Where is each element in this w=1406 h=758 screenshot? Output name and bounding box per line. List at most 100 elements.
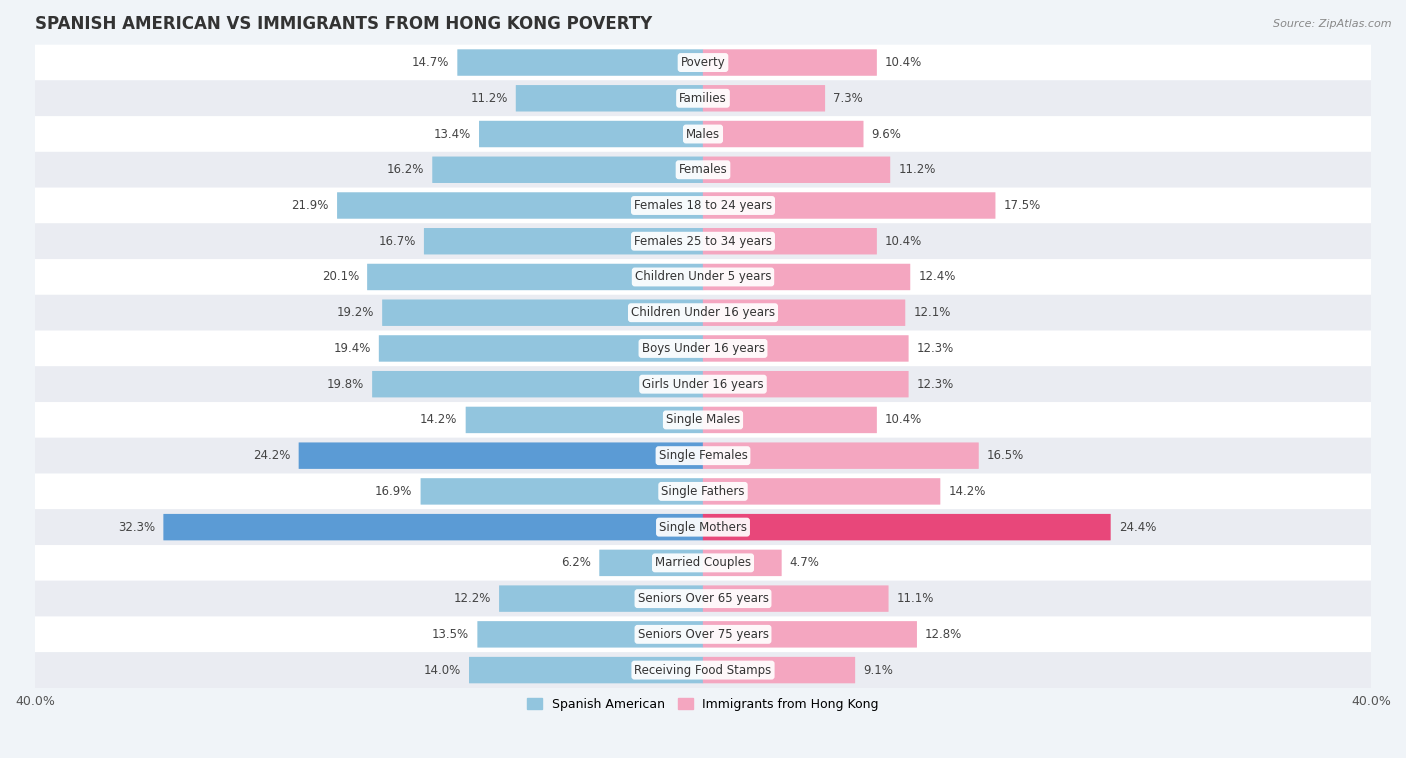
FancyBboxPatch shape [35,581,1371,616]
FancyBboxPatch shape [470,657,703,683]
Text: 16.5%: 16.5% [987,449,1024,462]
FancyBboxPatch shape [516,85,703,111]
FancyBboxPatch shape [703,193,995,219]
Text: 14.0%: 14.0% [423,663,461,677]
FancyBboxPatch shape [703,157,890,183]
Text: 11.1%: 11.1% [897,592,934,605]
Text: Males: Males [686,127,720,140]
Text: Source: ZipAtlas.com: Source: ZipAtlas.com [1274,19,1392,29]
FancyBboxPatch shape [703,478,941,505]
FancyBboxPatch shape [35,402,1371,438]
Legend: Spanish American, Immigrants from Hong Kong: Spanish American, Immigrants from Hong K… [522,693,884,716]
FancyBboxPatch shape [35,224,1371,259]
FancyBboxPatch shape [373,371,703,397]
FancyBboxPatch shape [35,545,1371,581]
Text: 19.4%: 19.4% [333,342,371,355]
FancyBboxPatch shape [478,621,703,647]
FancyBboxPatch shape [35,152,1371,188]
Text: 11.2%: 11.2% [898,163,936,177]
FancyBboxPatch shape [465,407,703,433]
FancyBboxPatch shape [378,335,703,362]
Text: Females 25 to 34 years: Females 25 to 34 years [634,235,772,248]
FancyBboxPatch shape [35,616,1371,652]
FancyBboxPatch shape [499,585,703,612]
Text: 12.3%: 12.3% [917,342,955,355]
FancyBboxPatch shape [457,49,703,76]
FancyBboxPatch shape [35,438,1371,474]
Text: 17.5%: 17.5% [1004,199,1040,212]
FancyBboxPatch shape [337,193,703,219]
FancyBboxPatch shape [703,85,825,111]
FancyBboxPatch shape [703,407,877,433]
Text: 12.2%: 12.2% [454,592,491,605]
Text: 10.4%: 10.4% [884,235,922,248]
Text: 7.3%: 7.3% [834,92,863,105]
Text: 10.4%: 10.4% [884,413,922,427]
Text: 9.1%: 9.1% [863,663,893,677]
Text: 14.7%: 14.7% [412,56,449,69]
Text: 9.6%: 9.6% [872,127,901,140]
Text: Girls Under 16 years: Girls Under 16 years [643,377,763,390]
Text: 10.4%: 10.4% [884,56,922,69]
Text: 14.2%: 14.2% [420,413,457,427]
Text: 13.5%: 13.5% [432,628,470,641]
Text: Females: Females [679,163,727,177]
FancyBboxPatch shape [298,443,703,469]
Text: Single Mothers: Single Mothers [659,521,747,534]
Text: 19.2%: 19.2% [336,306,374,319]
Text: Seniors Over 75 years: Seniors Over 75 years [637,628,769,641]
FancyBboxPatch shape [703,335,908,362]
FancyBboxPatch shape [599,550,703,576]
Text: 12.4%: 12.4% [918,271,956,283]
FancyBboxPatch shape [703,121,863,147]
FancyBboxPatch shape [35,188,1371,224]
Text: 16.9%: 16.9% [375,485,412,498]
Text: 6.2%: 6.2% [561,556,591,569]
Text: 24.4%: 24.4% [1119,521,1156,534]
FancyBboxPatch shape [703,657,855,683]
FancyBboxPatch shape [35,45,1371,80]
FancyBboxPatch shape [35,80,1371,116]
FancyBboxPatch shape [367,264,703,290]
FancyBboxPatch shape [163,514,703,540]
FancyBboxPatch shape [703,514,1111,540]
Text: 11.2%: 11.2% [470,92,508,105]
FancyBboxPatch shape [703,371,908,397]
Text: 16.2%: 16.2% [387,163,425,177]
FancyBboxPatch shape [35,259,1371,295]
FancyBboxPatch shape [35,116,1371,152]
Text: 12.1%: 12.1% [914,306,950,319]
FancyBboxPatch shape [35,330,1371,366]
FancyBboxPatch shape [425,228,703,255]
FancyBboxPatch shape [703,299,905,326]
FancyBboxPatch shape [35,366,1371,402]
Text: Females 18 to 24 years: Females 18 to 24 years [634,199,772,212]
FancyBboxPatch shape [432,157,703,183]
FancyBboxPatch shape [35,474,1371,509]
Text: 13.4%: 13.4% [433,127,471,140]
Text: 32.3%: 32.3% [118,521,155,534]
Text: 19.8%: 19.8% [326,377,364,390]
Text: Single Fathers: Single Fathers [661,485,745,498]
Text: Poverty: Poverty [681,56,725,69]
Text: 21.9%: 21.9% [291,199,329,212]
Text: SPANISH AMERICAN VS IMMIGRANTS FROM HONG KONG POVERTY: SPANISH AMERICAN VS IMMIGRANTS FROM HONG… [35,15,652,33]
FancyBboxPatch shape [703,264,910,290]
FancyBboxPatch shape [382,299,703,326]
Text: 24.2%: 24.2% [253,449,291,462]
Text: 14.2%: 14.2% [949,485,986,498]
Text: 12.8%: 12.8% [925,628,962,641]
Text: Families: Families [679,92,727,105]
FancyBboxPatch shape [35,295,1371,330]
FancyBboxPatch shape [703,550,782,576]
Text: 4.7%: 4.7% [790,556,820,569]
Text: Children Under 16 years: Children Under 16 years [631,306,775,319]
Text: Single Females: Single Females [658,449,748,462]
Text: Single Males: Single Males [666,413,740,427]
Text: Receiving Food Stamps: Receiving Food Stamps [634,663,772,677]
Text: Married Couples: Married Couples [655,556,751,569]
FancyBboxPatch shape [703,443,979,469]
Text: Children Under 5 years: Children Under 5 years [634,271,772,283]
Text: 16.7%: 16.7% [378,235,416,248]
FancyBboxPatch shape [35,652,1371,688]
